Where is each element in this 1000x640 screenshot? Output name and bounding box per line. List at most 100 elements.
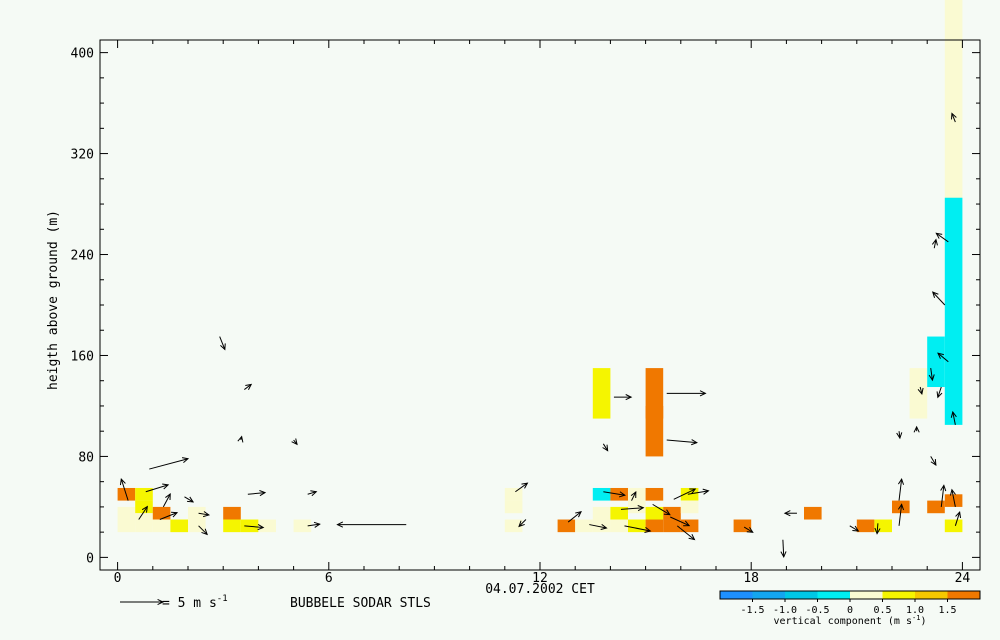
heatmap-cell bbox=[610, 519, 628, 533]
x-tick-label: 0 bbox=[114, 571, 122, 586]
wind-arrow bbox=[874, 523, 881, 535]
wind-arrow bbox=[624, 525, 652, 533]
arrow-scale-legend: = 5 m s-1 bbox=[120, 594, 228, 611]
y-tick-label: 80 bbox=[78, 450, 94, 465]
colorbar-tick-label: 0 bbox=[847, 605, 853, 616]
heatmap-cell bbox=[592, 487, 611, 501]
wind-arrow bbox=[673, 488, 697, 500]
wind-arrow bbox=[940, 484, 947, 507]
y-tick-label: 400 bbox=[71, 47, 94, 62]
heatmap-cell bbox=[663, 519, 681, 533]
heatmap-cell bbox=[645, 506, 664, 520]
wind-arrow bbox=[897, 503, 905, 526]
x-axis-label: 04.07.2002 CET bbox=[485, 582, 595, 597]
heatmap-cell bbox=[944, 519, 963, 533]
wind-arrow bbox=[198, 525, 208, 536]
heatmap-cell bbox=[575, 519, 593, 533]
colorbar-bin bbox=[752, 591, 785, 599]
heatmap-cell bbox=[592, 519, 611, 533]
wind-arrow bbox=[237, 435, 244, 443]
wind-arrows bbox=[119, 112, 962, 559]
heatmap-cell bbox=[135, 487, 153, 501]
wind-arrow bbox=[917, 386, 924, 396]
heatmap-cell bbox=[909, 368, 928, 419]
wind-arrow bbox=[620, 505, 645, 512]
heatmap-cell bbox=[856, 519, 875, 533]
heatmap-cell bbox=[504, 487, 523, 501]
heatmap-cell bbox=[628, 487, 646, 501]
x-tick-label: 24 bbox=[955, 571, 971, 586]
wind-arrow bbox=[307, 521, 321, 528]
wind-arrow bbox=[138, 505, 148, 520]
wind-arrow bbox=[931, 238, 938, 249]
wind-arrow bbox=[219, 336, 226, 351]
vertical-component-cells bbox=[117, 0, 963, 533]
heatmap-cell bbox=[117, 519, 136, 533]
wind-arrow bbox=[937, 352, 949, 363]
wind-arrow bbox=[567, 511, 582, 523]
legend-arrow-label: = 5 m s-1 bbox=[162, 594, 228, 611]
colorbar-tick-label: 1.5 bbox=[938, 605, 956, 616]
x-tick-label: 18 bbox=[743, 571, 759, 586]
heatmap-cell bbox=[135, 519, 153, 533]
station-caption: BUBBELE SODAR STLS bbox=[290, 596, 431, 611]
wind-arrow bbox=[518, 519, 527, 528]
y-axis-label: heigth above ground (m) bbox=[46, 210, 61, 390]
wind-arrow bbox=[244, 524, 265, 531]
wind-arrow bbox=[119, 478, 129, 501]
wind-arrow bbox=[247, 490, 267, 497]
heatmap-cell bbox=[152, 506, 171, 520]
heatmap-cell bbox=[610, 506, 628, 520]
x-tick-label: 6 bbox=[325, 571, 333, 586]
wind-arrow bbox=[159, 511, 179, 520]
wind-arrow bbox=[589, 523, 608, 530]
wind-arrow bbox=[244, 383, 253, 390]
wind-arrow bbox=[652, 503, 671, 516]
colorbar-tick-label: -1.5 bbox=[740, 605, 764, 616]
heatmap-cell bbox=[892, 500, 910, 514]
wind-arrow bbox=[515, 482, 529, 493]
heatmap-cell bbox=[944, 197, 963, 425]
wind-arrow bbox=[613, 394, 633, 401]
wind-arrow bbox=[950, 410, 957, 425]
wind-arrow bbox=[951, 112, 957, 123]
legend-arrow bbox=[120, 598, 165, 606]
heatmap-cell bbox=[645, 487, 664, 501]
x-tick-label: 12 bbox=[532, 571, 548, 586]
colorbar-bin bbox=[882, 591, 915, 599]
heatmap-cell bbox=[592, 506, 611, 520]
heatmap-cell bbox=[258, 519, 276, 533]
y-tick-label: 240 bbox=[71, 249, 94, 264]
heatmap-cell bbox=[628, 519, 646, 533]
colorbar-tick-label: -0.5 bbox=[805, 605, 829, 616]
wind-arrow bbox=[897, 477, 905, 501]
y-tick-label: 160 bbox=[71, 349, 94, 364]
wind-arrow bbox=[783, 510, 797, 517]
wind-arrow bbox=[666, 439, 698, 446]
wind-arrow bbox=[149, 457, 190, 470]
heatmap-cell bbox=[645, 405, 664, 457]
wind-arrow bbox=[849, 525, 860, 532]
heatmap-cell bbox=[592, 368, 611, 419]
colorbar-bin bbox=[817, 591, 850, 599]
wind-arrow bbox=[935, 232, 949, 243]
wind-arrow bbox=[670, 516, 691, 527]
heatmap-cell bbox=[152, 519, 171, 533]
wind-arrow bbox=[928, 368, 935, 382]
wind-arrow bbox=[184, 496, 195, 503]
y-tick-label: 320 bbox=[71, 148, 94, 163]
heatmap-cell bbox=[645, 519, 664, 533]
heatmap-cell bbox=[170, 519, 188, 533]
wind-arrow bbox=[676, 525, 696, 541]
heatmap-cell bbox=[117, 506, 136, 520]
wind-arrow bbox=[930, 456, 937, 467]
colorbar-tick-label: -1.0 bbox=[773, 605, 797, 616]
heatmap-cell bbox=[557, 519, 576, 533]
wind-arrow bbox=[687, 488, 710, 495]
wind-arrow bbox=[162, 492, 171, 508]
wind-arrow bbox=[198, 511, 211, 518]
heatmap-cell bbox=[927, 500, 945, 514]
x-axis-ticks: 0 6 12 18 24 bbox=[114, 40, 971, 586]
wind-arrow bbox=[630, 490, 637, 501]
